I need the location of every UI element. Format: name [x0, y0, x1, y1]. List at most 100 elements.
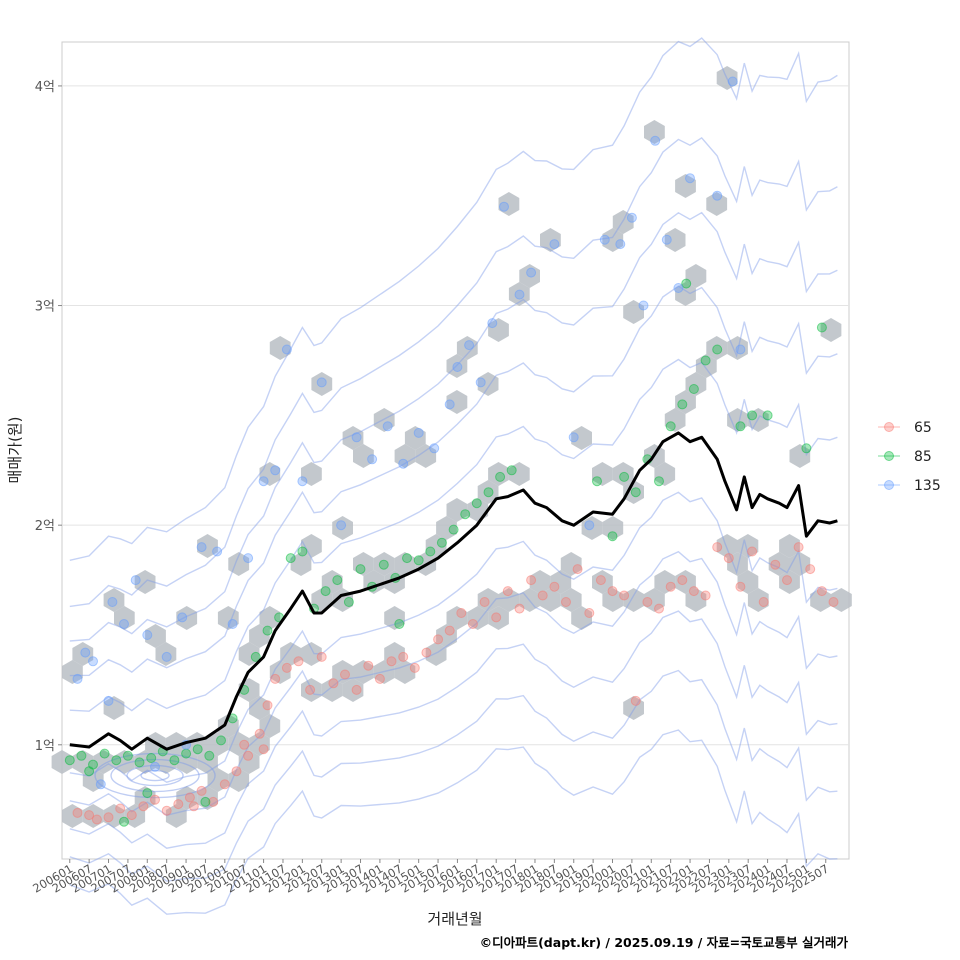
hex-bin: [259, 606, 281, 630]
point-85: [665, 421, 676, 432]
legend-label-65: 65: [914, 420, 932, 436]
hex-bin: [446, 498, 468, 522]
hex-bin: [197, 750, 218, 774]
density-contour: [69, 37, 838, 561]
hex-bin: [425, 642, 447, 666]
point-85: [654, 476, 664, 487]
x-axis: 2006012006072007012007072008012008072009…: [30, 859, 831, 896]
point-135: [212, 546, 223, 557]
legend-item-65[interactable]: 65: [878, 420, 932, 436]
hex-bin: [644, 120, 665, 144]
hex-bin: [602, 228, 624, 252]
point-65: [173, 799, 184, 810]
point-85: [84, 766, 95, 777]
point-135: [514, 289, 525, 300]
point-85: [297, 546, 308, 557]
point-85: [592, 476, 602, 487]
point-85: [762, 410, 773, 421]
point-65: [735, 581, 746, 592]
point-85: [471, 498, 482, 509]
point-135: [270, 465, 281, 476]
point-85: [343, 597, 354, 607]
hex-bin: [571, 426, 592, 450]
hex-bins: [51, 66, 852, 828]
point-85: [677, 399, 688, 410]
y-tick-label: 2억: [35, 519, 55, 534]
point-85: [355, 564, 366, 575]
hex-bin: [82, 768, 104, 792]
point-85: [250, 651, 261, 662]
hex-bin: [571, 606, 592, 630]
hex-bin: [498, 588, 520, 612]
point-85: [448, 524, 459, 535]
point-135: [351, 432, 362, 443]
hex-bin: [727, 336, 748, 360]
point-135: [161, 651, 172, 662]
point-65: [700, 590, 711, 601]
hex-bin: [62, 804, 83, 828]
hex-bin: [592, 462, 613, 486]
hex-bin: [467, 606, 489, 630]
hex-bin: [612, 210, 634, 234]
hex-bin: [425, 534, 447, 558]
point-85: [394, 619, 405, 629]
point-65: [467, 619, 478, 629]
legend-item-135[interactable]: 135: [878, 478, 941, 494]
hex-bin: [727, 408, 748, 432]
point-65: [91, 814, 102, 825]
hex-bin: [737, 570, 759, 594]
hex-bin: [384, 606, 405, 630]
density-contour-ring: [126, 764, 184, 787]
point-65: [642, 597, 653, 607]
hex-bin: [519, 588, 540, 612]
point-135: [584, 520, 595, 531]
hex-bin: [217, 606, 239, 630]
point-65: [231, 766, 242, 777]
legend-item-85[interactable]: 85: [878, 449, 932, 465]
hex-bin: [779, 534, 800, 558]
point-65: [138, 801, 149, 812]
density-contour-ring: [140, 769, 170, 782]
density-contour: [69, 285, 838, 677]
point-65: [351, 684, 362, 695]
point-135: [429, 443, 440, 454]
point-65: [805, 564, 816, 575]
point-65: [630, 695, 641, 706]
point-85: [99, 748, 110, 759]
point-65: [258, 744, 269, 755]
hex-bin: [259, 462, 281, 486]
point-85: [801, 443, 812, 454]
point-85: [506, 465, 517, 476]
point-85: [134, 757, 145, 768]
point-135: [661, 234, 672, 245]
point-85: [816, 322, 827, 333]
point-65: [293, 656, 304, 667]
hex-bin: [675, 282, 696, 306]
density-contour: [69, 669, 838, 882]
point-65: [654, 603, 664, 614]
hex-bin: [290, 552, 312, 576]
median-line: [69, 431, 838, 751]
hex-bin: [342, 678, 364, 702]
hex-bin: [529, 570, 551, 594]
point-65: [254, 728, 265, 739]
point-85: [712, 344, 723, 355]
hex-bin: [768, 552, 790, 576]
hex-bin: [716, 66, 738, 90]
point-65: [84, 810, 95, 821]
density-contour: [69, 610, 838, 849]
point-65: [514, 603, 525, 614]
point-65: [619, 590, 630, 601]
point-135: [316, 377, 327, 388]
y-tick-label: 1억: [35, 739, 55, 754]
point-85: [285, 553, 296, 564]
point-135: [72, 673, 83, 684]
point-65: [281, 662, 292, 673]
point-135: [398, 458, 409, 469]
hex-bin: [706, 192, 728, 216]
point-85: [607, 531, 618, 542]
hex-bin: [415, 444, 437, 468]
hex-bin: [165, 732, 187, 756]
point-85: [630, 487, 641, 498]
point-85: [619, 471, 630, 482]
